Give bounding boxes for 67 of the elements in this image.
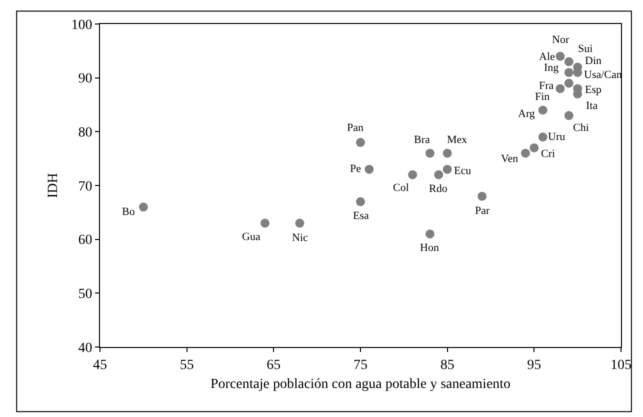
x-tick-label: 85: [440, 358, 454, 373]
point: [442, 148, 452, 158]
point: [356, 138, 365, 147]
annotation: Din: [585, 55, 602, 67]
annotation: Gua: [242, 231, 260, 243]
annotation: Mex: [447, 134, 468, 146]
annotation: Pe: [350, 163, 362, 175]
y-tick-label: 40: [78, 340, 92, 356]
point: [564, 68, 574, 77]
x-tick-label: 95: [527, 358, 542, 373]
point: [538, 132, 548, 142]
annotation: Arg: [518, 108, 536, 120]
y-tick-label: 100: [71, 18, 92, 33]
point: [442, 164, 452, 174]
y-tick-label: 70: [78, 179, 92, 194]
point: [478, 192, 487, 201]
x-tick-label: 65: [266, 358, 281, 373]
point: [564, 78, 574, 88]
annotation: Cri: [541, 148, 556, 160]
point: [556, 84, 565, 94]
y-tick-label: 50: [78, 287, 92, 302]
point: [434, 170, 444, 180]
point: [356, 197, 365, 206]
annotation: Hon: [420, 242, 440, 254]
x-tick-label: 105: [610, 358, 632, 373]
annotation: Nor: [552, 34, 570, 46]
x-axis-title: Porcentaje población con agua potable y saneamiento: [210, 377, 511, 392]
annotation: Par: [475, 205, 490, 217]
x-tick-label: 45: [93, 358, 107, 373]
y-tick-label: 80: [78, 126, 92, 141]
annotation: Usa/Can: [584, 69, 622, 81]
point: [556, 52, 565, 61]
annotation: Rdo: [429, 183, 448, 195]
point: [138, 202, 148, 212]
annotation: Ven: [501, 153, 519, 165]
point: [564, 57, 574, 66]
point: [408, 170, 418, 180]
annotation: Bra: [414, 134, 430, 146]
annotation: Esp: [585, 84, 602, 96]
annotation: Sui: [578, 43, 593, 55]
point: [564, 111, 574, 120]
annotation: Col: [393, 182, 409, 194]
x-tick-label: 75: [354, 358, 368, 373]
annotation: Uru: [548, 131, 566, 143]
point: [530, 143, 539, 152]
point: [425, 148, 434, 158]
annotation: Ing: [544, 62, 560, 74]
annotation: Nic: [292, 232, 308, 244]
annotation: Esa: [353, 210, 369, 222]
point: [295, 218, 304, 228]
annotation: Fra: [539, 80, 554, 92]
x-tick-label: 55: [180, 358, 194, 373]
point: [364, 164, 374, 174]
y-tick-label: 60: [78, 233, 92, 248]
annotation: Pan: [347, 122, 364, 134]
point: [260, 218, 270, 228]
point: [520, 148, 530, 158]
annotation: Ale: [539, 51, 555, 63]
annotation: Fin: [535, 91, 550, 103]
annotation: Bo: [122, 206, 136, 218]
annotation: Chi: [573, 122, 589, 134]
annotation: Ecu: [454, 165, 472, 177]
point: [425, 229, 434, 238]
y-axis-title: IDH: [46, 173, 61, 198]
annotation: Ita: [586, 100, 598, 112]
point: [538, 106, 548, 115]
y-tick-label: 90: [78, 72, 92, 87]
